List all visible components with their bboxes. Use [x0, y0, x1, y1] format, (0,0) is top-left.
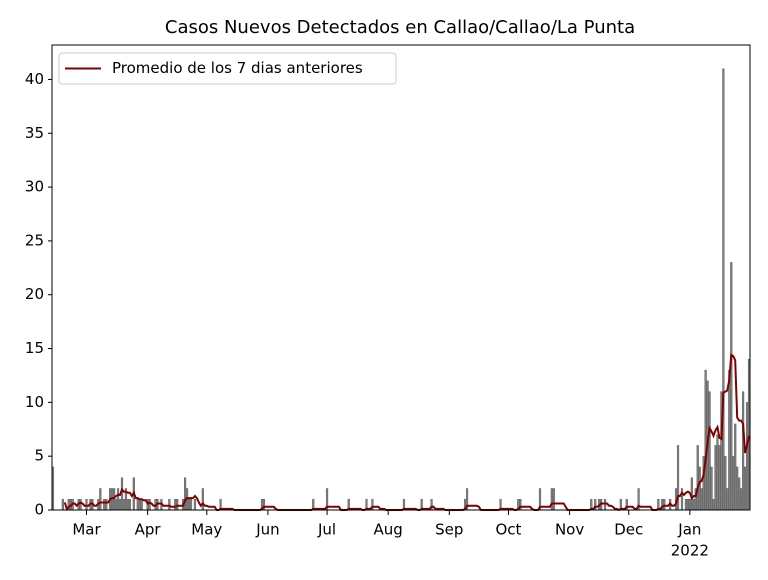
- legend-label: Promedio de los 7 dias anteriores: [112, 59, 363, 77]
- bar: [708, 391, 711, 511]
- bar: [140, 499, 143, 511]
- y-tick-label: 10: [25, 393, 44, 411]
- bar: [118, 499, 122, 511]
- bar: [718, 445, 721, 511]
- bar: [736, 466, 739, 511]
- bar: [105, 499, 108, 511]
- bar: [184, 477, 187, 511]
- y-tick-label: 25: [25, 231, 44, 249]
- bar: [201, 488, 204, 511]
- x-tick-label: Jun: [255, 521, 279, 539]
- bar: [85, 499, 88, 511]
- bar: [116, 488, 120, 511]
- bar: [743, 466, 747, 511]
- y-tick-label: 30: [25, 178, 44, 196]
- y-tick-label: 20: [25, 285, 44, 303]
- bar: [714, 445, 717, 511]
- x-tick-label: Oct: [495, 521, 521, 539]
- bar: [99, 488, 102, 511]
- bar: [168, 499, 171, 511]
- bar: [550, 488, 553, 511]
- y-tick-label: 0: [34, 501, 44, 519]
- bar: [730, 262, 733, 511]
- bar: [704, 369, 707, 511]
- bar: [726, 488, 729, 511]
- bar: [724, 455, 727, 511]
- line: [63, 353, 750, 512]
- bar: [603, 499, 607, 511]
- bar: [128, 499, 131, 511]
- bar: [716, 434, 719, 511]
- bar: [740, 488, 743, 511]
- bar: [148, 499, 151, 511]
- chart-title: Casos Nuevos Detectados en Callao/Callao…: [165, 17, 635, 38]
- bar: [126, 499, 129, 511]
- bar: [745, 402, 749, 511]
- bar: [187, 499, 191, 511]
- bar: [138, 499, 141, 511]
- bar: [113, 488, 116, 511]
- x-tick-label: Sep: [435, 521, 463, 539]
- bar: [738, 477, 741, 511]
- bar: [176, 499, 179, 511]
- legend: Promedio de los 7 dias anteriores: [58, 52, 397, 85]
- bar: [193, 499, 197, 511]
- bar: [734, 423, 737, 511]
- y-tick-label: 5: [34, 447, 44, 465]
- x-tick-label: May: [191, 521, 222, 539]
- x-tick-label: Jan: [677, 521, 701, 539]
- x-tick-label: Mar: [72, 521, 101, 539]
- bar: [189, 499, 193, 511]
- bar: [688, 499, 691, 511]
- bar: [698, 466, 701, 511]
- bar: [61, 499, 64, 511]
- plot-frame: [51, 44, 751, 511]
- bar: [114, 499, 118, 511]
- x-tick-label: Nov: [555, 521, 584, 539]
- bar: [722, 68, 725, 511]
- x-year-label: 2022: [671, 542, 709, 560]
- bar: [122, 499, 126, 511]
- bar: [686, 499, 689, 511]
- y-tick-label: 40: [25, 70, 44, 88]
- y-tick-label: 35: [25, 124, 44, 142]
- x-tick-label: Jul: [317, 521, 336, 539]
- bar: [663, 499, 666, 511]
- x-tick-label: Apr: [135, 521, 162, 539]
- bar: [103, 499, 106, 511]
- bar: [79, 499, 82, 511]
- bar: [710, 466, 713, 511]
- bar: [742, 391, 745, 511]
- y-tick-label: 15: [25, 339, 44, 357]
- legend-box: [58, 52, 397, 85]
- bar: [712, 499, 715, 511]
- x-tick-label: Aug: [374, 521, 403, 539]
- bar: [732, 455, 735, 511]
- bar: [696, 445, 699, 511]
- bar: [692, 499, 695, 511]
- bar: [728, 369, 731, 511]
- bar: [700, 488, 703, 511]
- x-tick-label: Dec: [614, 521, 643, 539]
- bar: [174, 499, 177, 511]
- bar: [684, 499, 688, 511]
- bar: [136, 499, 139, 511]
- bar: [552, 488, 555, 511]
